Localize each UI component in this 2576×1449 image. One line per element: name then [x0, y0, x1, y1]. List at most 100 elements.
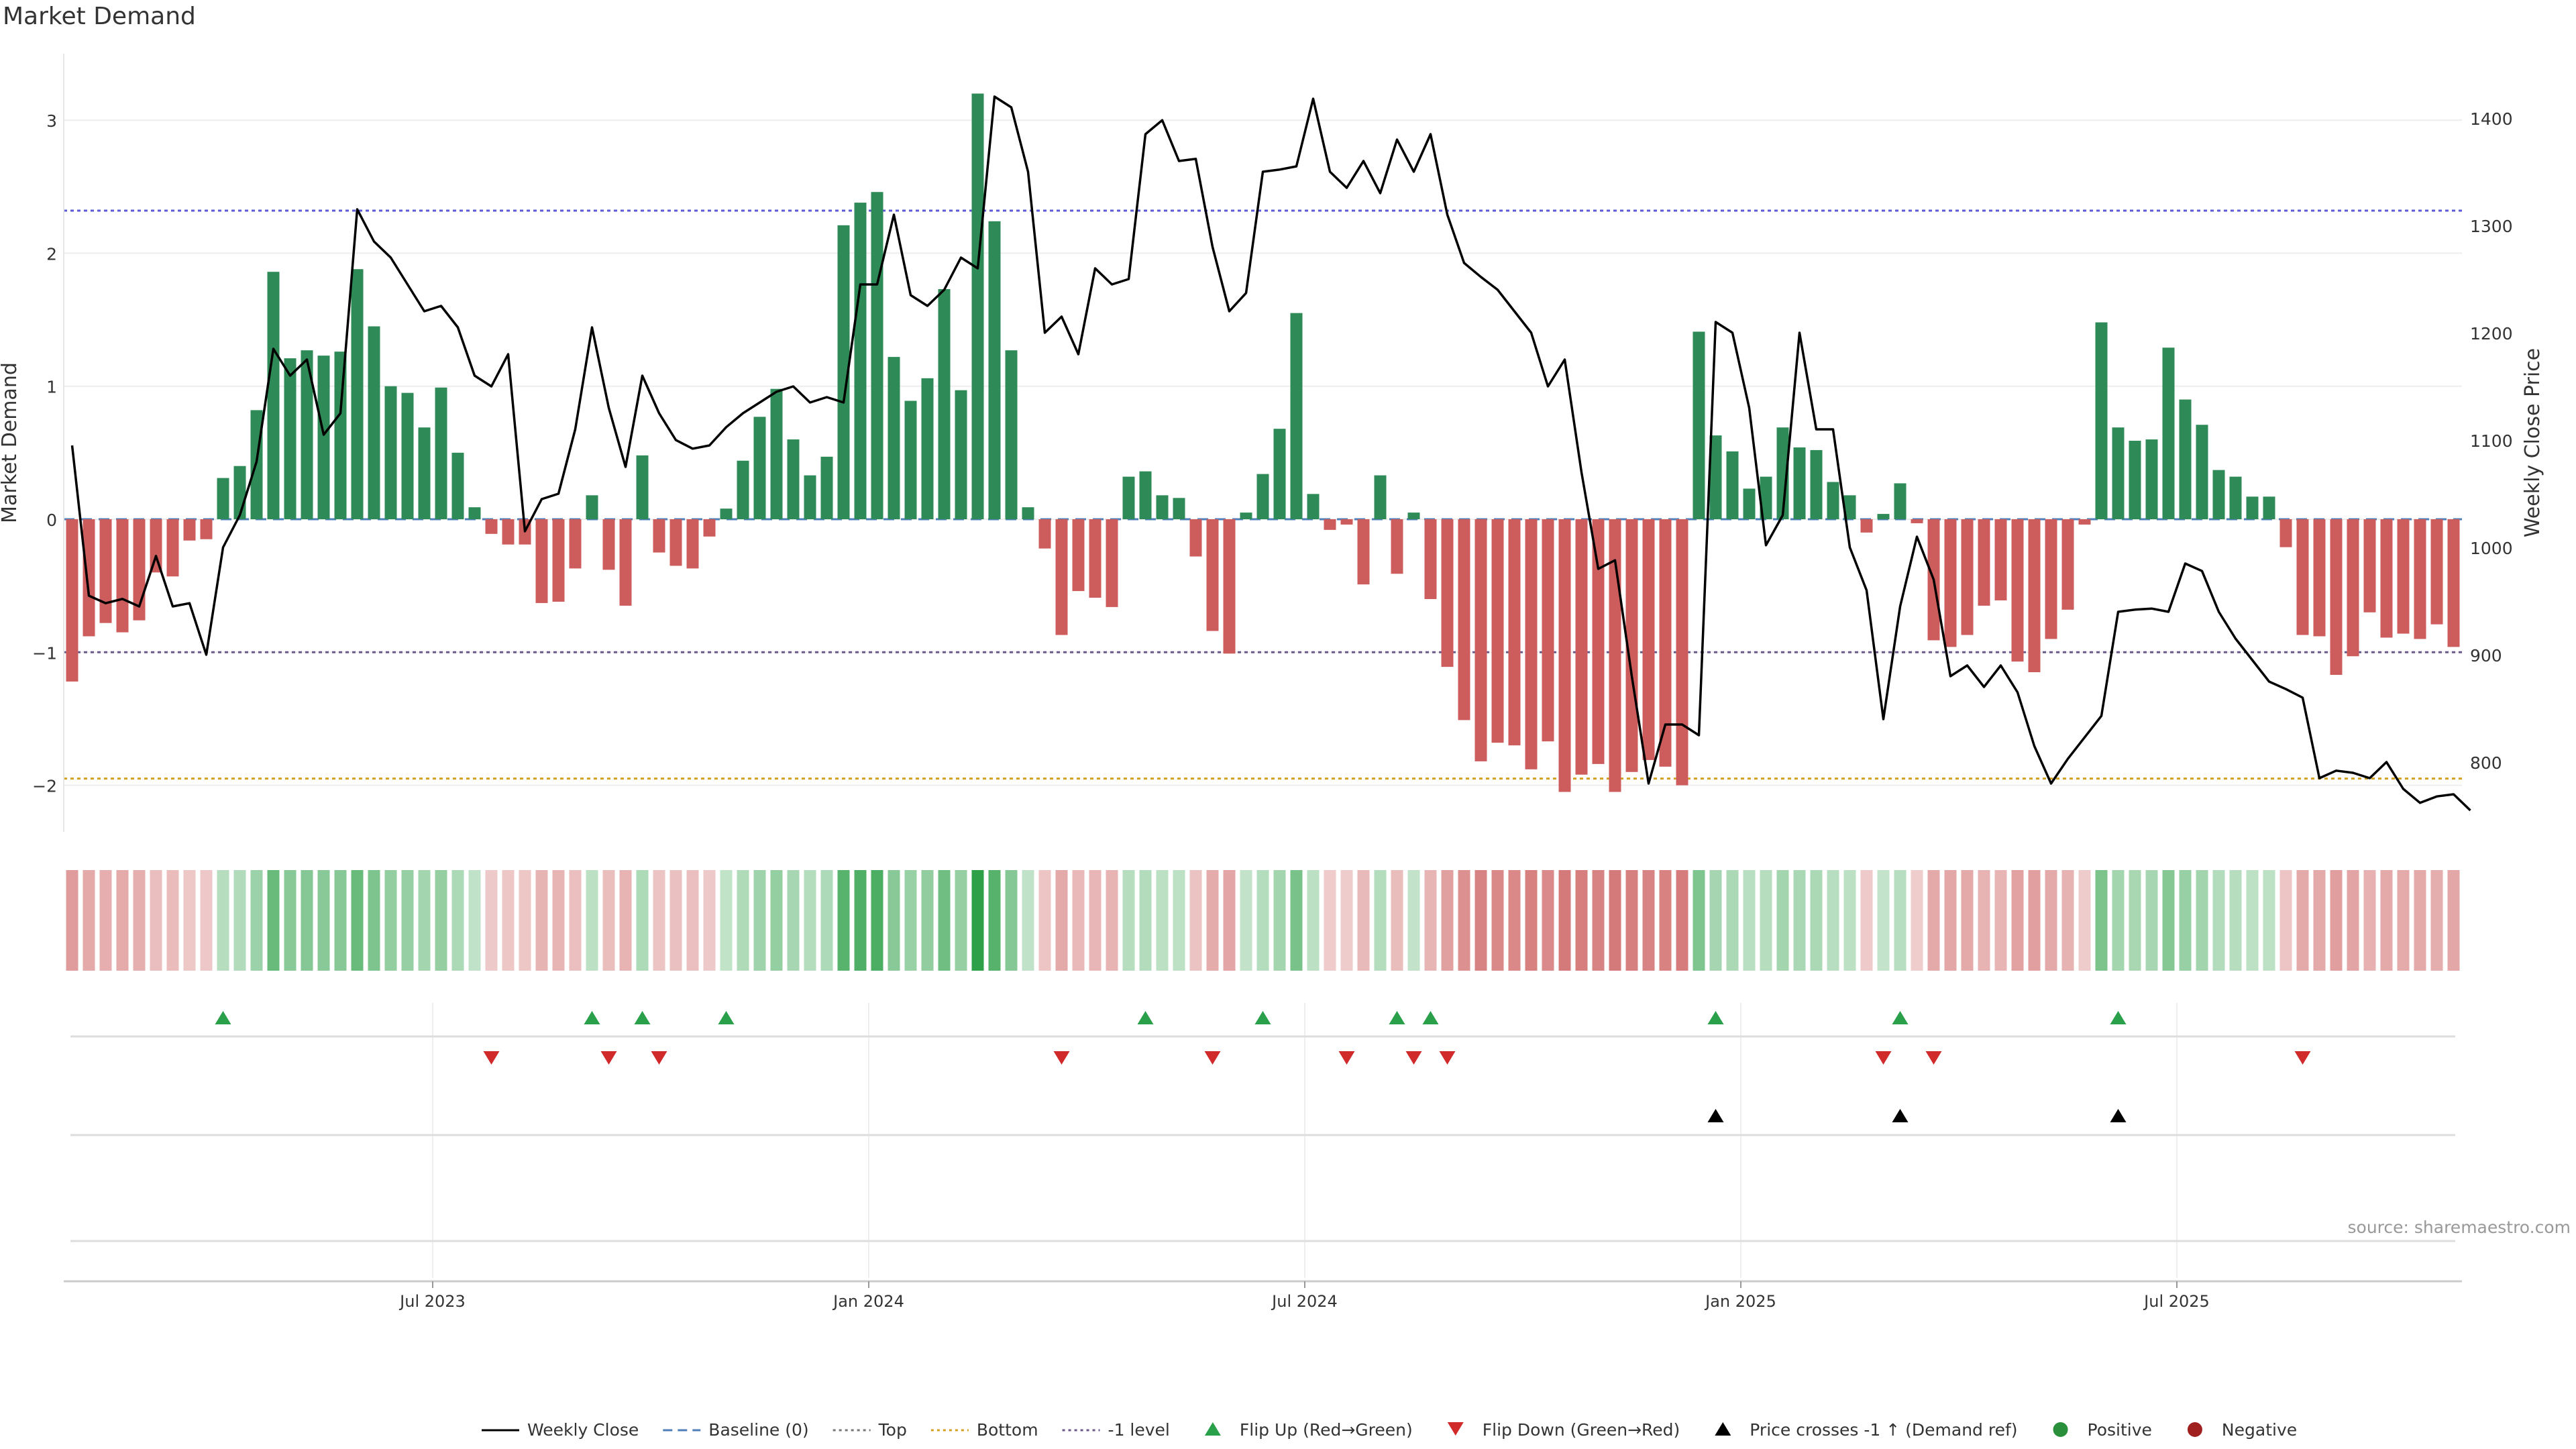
- demand-bar: [955, 390, 967, 520]
- strength-cell: [1978, 870, 1990, 971]
- strength-cell: [737, 870, 749, 971]
- legend-marker-swatch: [2187, 1422, 2202, 1437]
- y-tick-label: 2: [46, 244, 57, 264]
- strength-cell: [233, 870, 246, 971]
- source-label: source: sharemaestro.com: [2347, 1218, 2571, 1237]
- demand-bar: [2129, 441, 2141, 520]
- legend-marker-swatch: [1447, 1422, 1464, 1436]
- strength-cell: [2145, 870, 2158, 971]
- grid-lines: [64, 119, 2462, 1278]
- x-tick-label: Jul 2023: [398, 1292, 466, 1311]
- legend-item: Price crosses -1 ↑ (Demand ref): [1715, 1420, 2018, 1440]
- strength-cell: [619, 870, 632, 971]
- demand-bar: [368, 326, 380, 520]
- strength-cell: [1273, 870, 1286, 971]
- strength-cell: [435, 870, 447, 971]
- demand-bar: [1089, 519, 1102, 598]
- demand-bar: [1340, 519, 1353, 525]
- demand-bar: [1978, 519, 1990, 606]
- strength-cell: [1391, 870, 1403, 971]
- y-tick-label: 0: [46, 511, 57, 530]
- demand-bar: [787, 439, 800, 520]
- strength-cell: [955, 870, 967, 971]
- y-tick-label: −2: [32, 777, 57, 796]
- strength-cell: [451, 870, 464, 971]
- demand-bar: [2347, 519, 2359, 657]
- demand-bar: [1961, 519, 1974, 635]
- strength-cell: [1827, 870, 1839, 971]
- demand-bar: [871, 192, 883, 520]
- demand-bar: [720, 508, 733, 520]
- flip-down-marker: [600, 1051, 617, 1065]
- demand-bar: [1139, 471, 1152, 520]
- demand-bar: [820, 456, 833, 520]
- demand-bar: [1072, 519, 1085, 592]
- strength-cell: [720, 870, 733, 971]
- strength-cell: [284, 870, 297, 971]
- strength-cell: [1961, 870, 1974, 971]
- flip-up-marker: [718, 1011, 735, 1024]
- demand-bar: [1676, 519, 1688, 786]
- demand-bar: [1307, 494, 1320, 520]
- strength-cell: [2028, 870, 2041, 971]
- legend-label: Flip Down (Green→Red): [1483, 1420, 1680, 1440]
- strength-cell: [1474, 870, 1487, 971]
- demand-bar: [1843, 495, 1856, 520]
- strength-cell: [1491, 870, 1504, 971]
- strength-cell: [250, 870, 263, 971]
- demand-bar: [1156, 495, 1169, 520]
- y2-axis-label: Weekly Close Price: [2521, 348, 2544, 537]
- strength-cell: [66, 870, 78, 971]
- strength-cell: [1106, 870, 1118, 971]
- demand-bar: [502, 519, 515, 545]
- strength-cell: [1693, 870, 1705, 971]
- demand-bar: [401, 392, 414, 520]
- demand-bar: [2430, 519, 2443, 625]
- demand-bar: [1625, 519, 1638, 772]
- demand-bar: [1508, 519, 1521, 746]
- demand-bar: [2179, 399, 2192, 520]
- demand-bar: [1055, 519, 1068, 635]
- flip-up-marker: [215, 1011, 231, 1024]
- demand-bar: [837, 225, 850, 520]
- strength-cell: [1374, 870, 1387, 971]
- strength-cell: [1324, 870, 1336, 971]
- demand-bar: [334, 352, 347, 520]
- demand-bar: [535, 519, 548, 603]
- strength-cell: [2078, 870, 2091, 971]
- demand-bar: [116, 519, 129, 633]
- strength-cell: [636, 870, 649, 971]
- strength-cell: [1340, 870, 1353, 971]
- axes: −2 −1 0 1 2 3 800 900 1000 1100 1200 1300 1400 Market…: [0, 54, 2544, 1311]
- strength-cell: [535, 870, 548, 971]
- legend-item: Flip Up (Red→Green): [1204, 1420, 1413, 1440]
- demand-bar: [1240, 513, 1252, 520]
- legend-label: Baseline (0): [708, 1420, 808, 1440]
- demand-bar: [2263, 496, 2275, 520]
- strength-cell: [2112, 870, 2125, 971]
- flip-down-marker: [1439, 1051, 1456, 1065]
- strength-cell: [1038, 870, 1051, 971]
- strength-cell: [1726, 870, 1739, 971]
- strength-cell: [1743, 870, 1756, 971]
- demand-bar: [1374, 475, 1387, 520]
- strength-cell: [1860, 870, 1873, 971]
- demand-bar: [451, 452, 464, 520]
- demand-bar: [971, 93, 984, 520]
- strength-cell: [820, 870, 833, 971]
- strength-cell: [2430, 870, 2443, 971]
- flip-down-marker: [1405, 1051, 1422, 1065]
- strength-cell: [1173, 870, 1185, 971]
- strength-cell: [1542, 870, 1554, 971]
- demand-bar: [2397, 519, 2410, 634]
- demand-bar: [1022, 507, 1034, 520]
- flip-up-marker: [634, 1011, 651, 1024]
- demand-bar: [1944, 519, 1957, 647]
- strength-cell: [1625, 870, 1638, 971]
- strength-cell: [384, 870, 397, 971]
- demand-bar: [1491, 519, 1504, 743]
- demand-bar: [166, 519, 179, 577]
- strength-cell: [1307, 870, 1320, 971]
- demand-bar: [2078, 519, 2091, 525]
